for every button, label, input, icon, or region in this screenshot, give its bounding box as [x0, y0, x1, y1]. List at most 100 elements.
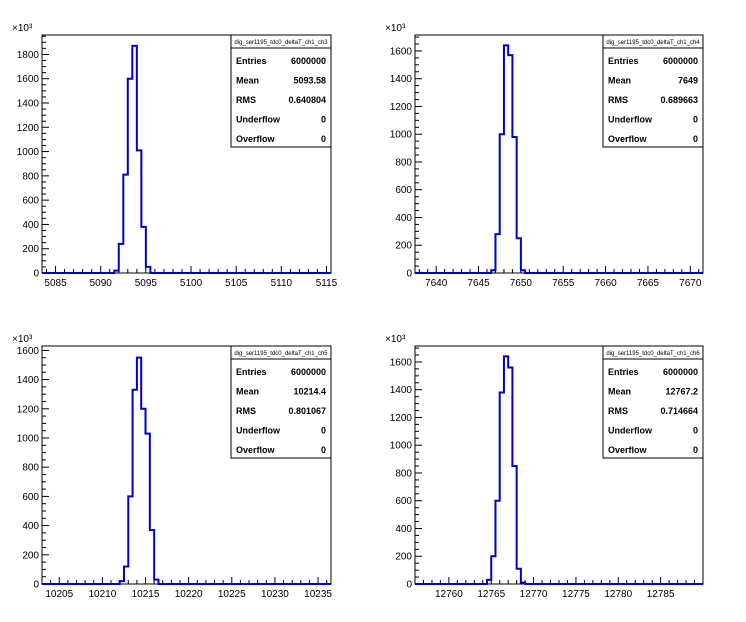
y-tick-label: 200 [22, 244, 39, 255]
stats-label: Mean [608, 387, 631, 397]
x-tick-label: 10225 [218, 589, 246, 600]
x-tick-label: 12765 [477, 589, 505, 600]
x-tick-label: 12780 [604, 589, 632, 600]
y-tick-label: 200 [395, 241, 412, 252]
stats-label: Overflow [236, 445, 276, 455]
histogram-panel: 0 200 400 600 800 1000 1200 1400 1600 ×10³ 7640 764… [385, 23, 704, 289]
y-tick-label: 1000 [390, 441, 413, 452]
y-multiplier-label: ×10³ [12, 334, 33, 345]
stats-label: Mean [236, 76, 259, 86]
stats-value: 0 [321, 115, 326, 125]
x-tick-label: 5100 [180, 278, 203, 289]
x-tick-label: 12760 [435, 589, 463, 600]
x-tick-label: 10230 [261, 589, 289, 600]
stats-value: 10214.4 [293, 387, 326, 397]
stats-value: 0.689663 [660, 95, 698, 105]
stats-title: dig_ser1195_tdc0_deltaT_ch1_ch5 [234, 351, 328, 357]
histogram-panel: 0 200 400 600 800 1000 1200 1400 1600 ×10³ 12760 12… [385, 334, 704, 600]
stats-value: 5093.58 [293, 76, 326, 86]
stats-value: 7649 [678, 76, 698, 86]
y-tick-label: 1200 [17, 404, 40, 415]
y-tick-label: 1400 [17, 99, 40, 110]
stats-value: 0 [693, 426, 698, 436]
stats-value: 0 [693, 115, 698, 125]
stats-label: Entries [608, 367, 639, 377]
y-tick-label: 1000 [17, 147, 40, 158]
x-tick-label: 10205 [45, 589, 73, 600]
stats-label: RMS [608, 95, 628, 105]
stats-value: 0 [693, 445, 698, 455]
stats-label: Overflow [608, 134, 648, 144]
stats-value: 6000000 [663, 367, 698, 377]
stats-label: Underflow [236, 426, 281, 436]
stats-label: Overflow [608, 445, 648, 455]
x-tick-label: 7665 [637, 278, 660, 289]
x-tick-label: 12770 [520, 589, 548, 600]
histogram-line [415, 355, 703, 585]
y-tick-label: 1400 [390, 74, 413, 85]
histogram-panel: 0 200 400 600 800 1000 1200 1400 1600 1800 ×10³ 508… [12, 23, 338, 289]
y-tick-label: 0 [33, 580, 39, 591]
stats-label: Entries [236, 367, 267, 377]
y-tick-label: 400 [395, 213, 412, 224]
y-tick-label: 600 [22, 492, 39, 503]
y-tick-label: 400 [22, 220, 39, 231]
stats-label: RMS [608, 406, 628, 416]
stats-value: 0.640804 [288, 95, 326, 105]
y-tick-label: 1600 [17, 74, 40, 85]
y-tick-label: 800 [22, 171, 39, 182]
y-tick-label: 400 [22, 521, 39, 532]
stats-label: Mean [608, 76, 631, 86]
y-tick-label: 1600 [390, 357, 413, 368]
x-tick-label: 12785 [647, 589, 675, 600]
x-tick-label: 7660 [594, 278, 617, 289]
y-tick-label: 1400 [17, 375, 40, 386]
y-multiplier-label: ×10³ [12, 23, 33, 34]
y-tick-label: 200 [22, 550, 39, 561]
stats-title: dig_ser1195_tdc0_deltaT_ch1_ch4 [606, 40, 700, 46]
stats-label: Underflow [608, 115, 653, 125]
x-tick-label: 7655 [552, 278, 575, 289]
x-tick-label: 10215 [132, 589, 160, 600]
y-tick-label: 1600 [390, 46, 413, 57]
y-tick-label: 1800 [17, 50, 40, 61]
stats-label: Underflow [236, 115, 281, 125]
stats-title: dig_ser1195_tdc0_deltaT_ch1_ch3 [234, 40, 328, 46]
y-multiplier-label: ×10³ [385, 334, 406, 345]
stats-value: 6000000 [663, 56, 698, 66]
histogram-line [42, 356, 331, 585]
stats-value: 12767.2 [665, 387, 698, 397]
y-tick-label: 400 [395, 524, 412, 535]
y-tick-label: 1200 [390, 413, 413, 424]
y-tick-label: 1200 [390, 102, 413, 113]
stats-box [602, 345, 704, 459]
stats-value: 0 [321, 426, 326, 436]
stats-value: 6000000 [291, 56, 326, 66]
y-tick-label: 1000 [390, 130, 413, 141]
stats-value: 6000000 [291, 367, 326, 377]
x-tick-label: 5085 [44, 278, 67, 289]
x-tick-label: 5115 [316, 278, 338, 289]
y-tick-label: 1200 [17, 123, 40, 134]
x-tick-label: 10235 [304, 589, 332, 600]
stats-box [230, 34, 332, 148]
histogram-line [42, 44, 331, 274]
x-tick-label: 5090 [90, 278, 113, 289]
histogram-line [415, 44, 703, 274]
y-tick-label: 600 [395, 185, 412, 196]
stats-box [230, 345, 332, 459]
histogram-panel: 0 200 400 600 800 1000 1200 1400 1600×10³ 10205 10… [12, 334, 332, 600]
x-tick-label: 5095 [135, 278, 158, 289]
x-tick-label: 7645 [467, 278, 490, 289]
x-tick-label: 12775 [562, 589, 590, 600]
stats-label: RMS [236, 95, 256, 105]
x-tick-label: 10220 [175, 589, 203, 600]
y-tick-label: 800 [395, 157, 412, 168]
y-tick-label: 0 [406, 580, 412, 591]
stats-label: RMS [236, 406, 256, 416]
stats-value: 0 [693, 134, 698, 144]
x-tick-label: 7670 [679, 278, 702, 289]
stats-value: 0.801067 [288, 406, 326, 416]
x-tick-label: 7640 [425, 278, 448, 289]
